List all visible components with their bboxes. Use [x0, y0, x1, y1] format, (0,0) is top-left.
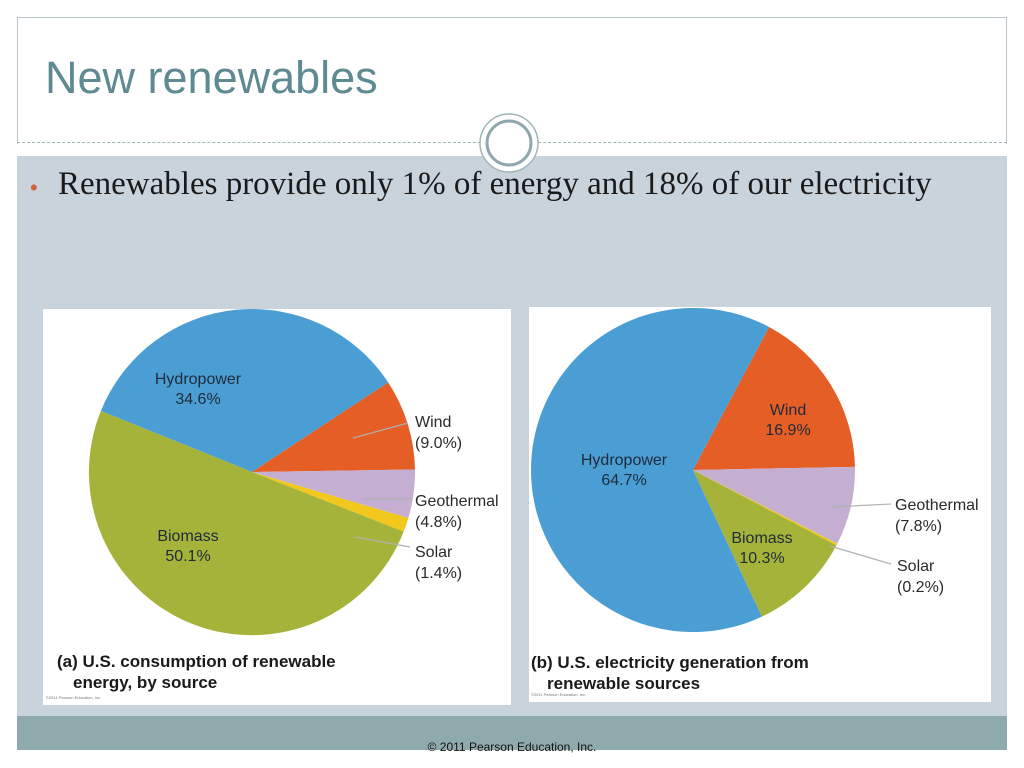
slice-value-geothermal: (4.8%) — [415, 514, 462, 531]
chart-credit: ©2011 Pearson Education, Inc. — [46, 695, 102, 700]
slice-label-biomass: Biomass — [157, 528, 218, 545]
pie-slice-wind — [252, 382, 415, 472]
slice-value-solar: (0.2%) — [897, 579, 944, 596]
slice-label-geothermal: Geothermal — [415, 493, 499, 510]
pie-slice-solar — [252, 472, 409, 532]
slice-value-wind: 16.9% — [765, 422, 810, 439]
slice-label-biomass: Biomass — [731, 530, 792, 547]
chart-caption: (a) U.S. consumption of renewable energy… — [57, 651, 336, 693]
slice-value-biomass: 10.3% — [739, 550, 784, 567]
slice-label-geothermal: Geothermal — [895, 497, 979, 514]
pie-slice-hydropower — [531, 308, 770, 633]
bullet-text: Renewables provide only 1% of energy and… — [58, 166, 932, 202]
leader-line-wind — [352, 422, 409, 439]
footer-copyright: © 2011 Pearson Education, Inc. — [427, 740, 597, 754]
chart-caption-line1: (b) U.S. electricity generation from — [531, 653, 809, 672]
pie-slice-solar — [693, 470, 838, 546]
bullet-marker-icon: • — [30, 175, 38, 200]
slice-value-biomass: 50.1% — [165, 548, 210, 565]
leader-line-solar — [354, 536, 411, 548]
pie-slice-wind — [693, 326, 855, 470]
slide-title: New renewables — [45, 52, 378, 103]
chart-panel-consumption: Hydropower 34.6% Wind (9.0%) Geothermal (4.8%… — [43, 309, 511, 705]
chart-caption: (b) U.S. electricity generation from ren… — [531, 652, 809, 694]
pie-slice-geothermal — [252, 469, 415, 519]
slice-value-solar: (1.4%) — [415, 565, 462, 582]
chart-caption-line2: energy, by source — [73, 673, 218, 692]
slice-label-hydropower: Hydropower — [155, 371, 242, 388]
pie-chart-electricity: Wind 16.9% Geothermal (7.8%) Solar (0.2%) Biom… — [531, 308, 979, 633]
slice-label-solar: Solar — [897, 558, 935, 575]
pie-slice-geothermal — [693, 466, 855, 544]
slice-value-hydropower: 64.7% — [601, 472, 646, 489]
slice-value-wind: (9.0%) — [415, 435, 462, 452]
slice-value-hydropower: 34.6% — [175, 391, 220, 408]
circle-ornament-icon — [479, 113, 539, 173]
chart-caption-line1: (a) U.S. consumption of renewable — [57, 652, 336, 671]
footer-band — [17, 716, 1007, 750]
slice-label-hydropower: Hydropower — [581, 452, 668, 469]
slice-label-wind: Wind — [770, 402, 806, 419]
chart-panel-electricity: Wind 16.9% Geothermal (7.8%) Solar (0.2%) Biom… — [529, 307, 991, 702]
slice-label-solar: Solar — [415, 544, 453, 561]
pie-slice-biomass — [88, 410, 404, 636]
leader-line-solar — [829, 545, 892, 565]
pie-slice-hydropower — [100, 309, 389, 472]
pie-chart-consumption: Hydropower 34.6% Wind (9.0%) Geothermal (4.8%… — [88, 309, 499, 636]
slice-label-wind: Wind — [415, 414, 451, 431]
chart-credit: ©2011 Pearson Education, Inc. — [531, 692, 587, 697]
slice-value-geothermal: (7.8%) — [895, 518, 942, 535]
leader-line-geothermal — [830, 503, 892, 508]
pie-slice-biomass — [693, 470, 837, 617]
chart-caption-line2: renewable sources — [547, 674, 701, 693]
